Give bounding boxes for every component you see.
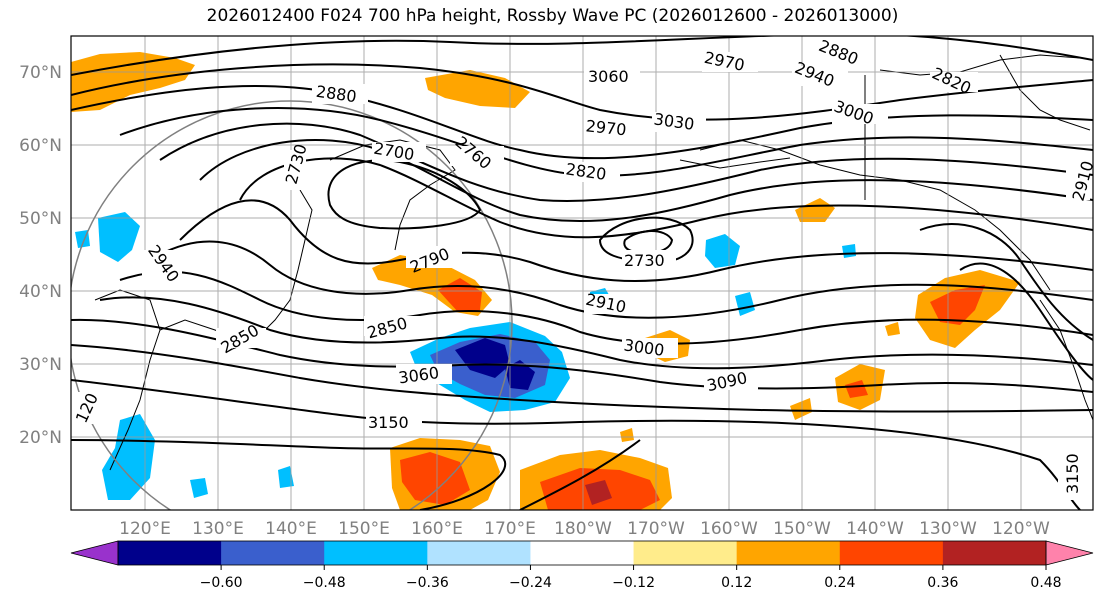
lat-label: 60°N [19, 136, 62, 156]
map-frame [70, 35, 1094, 511]
contour-labels: 2880 3060 2970 2880 2940 2700 2760 2730 … [72, 36, 1097, 500]
colorbar-tick-label: −0.60 [200, 575, 243, 591]
latitude-labels: 70°N 60°N 50°N 40°N 30°N 20°N [19, 63, 62, 448]
lon-label: 120°E [119, 519, 171, 539]
contour-label: 3150 [368, 413, 409, 432]
map-area [71, 36, 1093, 510]
colorbar-segment [221, 541, 325, 565]
lat-label: 70°N [19, 63, 62, 83]
colorbar-tick-label: −0.48 [303, 575, 346, 591]
longitude-labels: 120°E 130°E 140°E 150°E 160°E 170°E 180°… [119, 519, 1050, 539]
contour-label: 3060 [588, 67, 629, 86]
colorbar-segment [530, 541, 635, 565]
colorbar-tick-label: −0.36 [406, 575, 449, 591]
contour-label: 2730 [624, 251, 665, 270]
lon-label: 170°E [484, 519, 536, 539]
lon-label: 150°W [773, 519, 831, 539]
colorbar-tick-label: −0.24 [509, 575, 552, 591]
colorbar-tick-label: 0.48 [1030, 575, 1061, 591]
colorbar-segment [942, 541, 1047, 565]
colorbar-extend-high [1046, 541, 1093, 565]
lon-label: 130°W [919, 519, 977, 539]
lon-label: 160°W [700, 519, 758, 539]
graticule [71, 36, 1093, 510]
lat-label: 50°N [19, 209, 62, 229]
reference-circle [71, 100, 513, 510]
colorbar-segment [324, 541, 428, 565]
colorbar-segment [427, 541, 531, 565]
lon-label: 150°E [338, 519, 390, 539]
map-title: 2026012400 F024 700 hPa height, Rossby W… [206, 6, 899, 26]
contour-label: 2970 [585, 116, 627, 139]
colorbar: −0.60 −0.48 −0.36 −0.24 −0.12 0.12 0.24 0.36 0.4… [70, 540, 1094, 591]
lat-label: 20°N [19, 428, 62, 448]
lon-label: 140°W [846, 519, 904, 539]
colorbar-extend-low [71, 541, 118, 565]
colorbar-segment [736, 541, 841, 565]
lon-label: 120°W [992, 519, 1050, 539]
lon-label: 170°W [627, 519, 685, 539]
lon-label: 160°E [411, 519, 463, 539]
lat-label: 30°N [19, 355, 62, 375]
lon-label: 140°E [265, 519, 317, 539]
lon-label: 180°W [554, 519, 612, 539]
colorbar-segment [118, 541, 222, 565]
lon-label: 130°E [192, 519, 244, 539]
colorbar-segment [633, 541, 738, 565]
colorbar-tick-label: −0.12 [612, 575, 655, 591]
height-contours [71, 36, 1093, 510]
colorbar-tick-label: 0.24 [824, 575, 855, 591]
colorbar-segment [839, 541, 944, 565]
colorbar-tick-label: 0.36 [927, 575, 958, 591]
lat-label: 40°N [19, 282, 62, 302]
contour-label: 3150 [1063, 453, 1082, 494]
colorbar-tick-label: 0.12 [721, 575, 752, 591]
